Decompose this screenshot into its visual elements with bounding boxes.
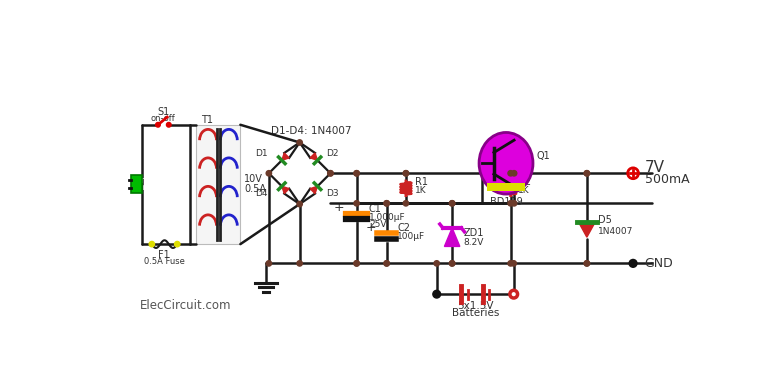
Text: D1-D4: 1N4007: D1-D4: 1N4007 bbox=[271, 126, 352, 136]
Circle shape bbox=[628, 259, 637, 268]
Circle shape bbox=[384, 201, 389, 206]
Text: 8.2V: 8.2V bbox=[464, 238, 484, 247]
Text: 1N4007: 1N4007 bbox=[598, 227, 634, 236]
Circle shape bbox=[266, 171, 272, 176]
Text: 100μF: 100μF bbox=[398, 232, 425, 241]
Circle shape bbox=[328, 171, 333, 176]
Circle shape bbox=[354, 171, 359, 176]
Circle shape bbox=[328, 171, 333, 176]
Polygon shape bbox=[282, 153, 290, 160]
Text: +: + bbox=[333, 201, 344, 214]
Circle shape bbox=[584, 171, 590, 176]
Text: 1K: 1K bbox=[415, 186, 427, 195]
Circle shape bbox=[627, 168, 638, 179]
Circle shape bbox=[297, 261, 303, 266]
Polygon shape bbox=[310, 186, 317, 194]
Text: R2: R2 bbox=[518, 177, 531, 187]
Bar bbox=[487, 183, 525, 191]
Text: R1: R1 bbox=[415, 177, 429, 187]
Circle shape bbox=[508, 201, 513, 206]
Text: C2: C2 bbox=[398, 223, 410, 233]
Text: 1,000μF: 1,000μF bbox=[369, 213, 406, 222]
Circle shape bbox=[433, 290, 441, 298]
Text: GND: GND bbox=[644, 257, 674, 270]
Circle shape bbox=[297, 201, 303, 207]
Text: 1K: 1K bbox=[518, 186, 530, 195]
Circle shape bbox=[167, 123, 171, 127]
Text: BD139: BD139 bbox=[490, 197, 522, 207]
Circle shape bbox=[508, 171, 513, 176]
Text: Batteries: Batteries bbox=[452, 308, 499, 318]
Text: on-off: on-off bbox=[151, 114, 176, 123]
Polygon shape bbox=[310, 153, 317, 160]
Circle shape bbox=[354, 201, 359, 206]
Text: ZD1: ZD1 bbox=[464, 228, 484, 238]
Circle shape bbox=[511, 201, 517, 206]
Text: ElecCircuit.com: ElecCircuit.com bbox=[141, 299, 232, 312]
Circle shape bbox=[584, 171, 590, 176]
Circle shape bbox=[354, 261, 359, 266]
Circle shape bbox=[384, 201, 389, 206]
Circle shape bbox=[403, 201, 409, 206]
Text: 5x1.5V: 5x1.5V bbox=[457, 301, 494, 311]
Text: F1: F1 bbox=[158, 250, 170, 260]
Bar bbox=[131, 175, 142, 193]
Text: 0.5A Fuse: 0.5A Fuse bbox=[144, 257, 184, 266]
Circle shape bbox=[449, 201, 455, 206]
Ellipse shape bbox=[479, 132, 533, 194]
Text: D1: D1 bbox=[256, 149, 268, 158]
Text: T1: T1 bbox=[201, 115, 213, 125]
Circle shape bbox=[384, 261, 389, 266]
Text: 25V: 25V bbox=[369, 220, 386, 229]
Polygon shape bbox=[445, 228, 460, 246]
Text: 7V: 7V bbox=[644, 160, 664, 175]
Circle shape bbox=[266, 261, 272, 266]
Circle shape bbox=[510, 290, 518, 298]
Text: S1: S1 bbox=[157, 108, 170, 117]
Polygon shape bbox=[578, 222, 595, 237]
Circle shape bbox=[508, 261, 513, 266]
Polygon shape bbox=[282, 186, 290, 194]
Text: D5: D5 bbox=[598, 215, 612, 225]
Circle shape bbox=[449, 201, 455, 206]
Circle shape bbox=[354, 171, 359, 176]
Text: D2: D2 bbox=[326, 149, 339, 158]
Text: C1: C1 bbox=[369, 204, 382, 214]
Text: ACmain: ACmain bbox=[123, 185, 150, 191]
Text: 0.5A: 0.5A bbox=[244, 184, 266, 194]
Circle shape bbox=[584, 261, 590, 266]
Circle shape bbox=[403, 171, 409, 176]
Text: +: + bbox=[366, 221, 376, 234]
Text: 500mA: 500mA bbox=[644, 173, 689, 186]
Circle shape bbox=[403, 171, 409, 176]
Circle shape bbox=[149, 242, 154, 247]
Circle shape bbox=[511, 171, 517, 176]
Circle shape bbox=[511, 261, 516, 266]
Circle shape bbox=[449, 261, 455, 266]
Circle shape bbox=[174, 242, 180, 247]
Circle shape bbox=[354, 261, 359, 266]
Circle shape bbox=[384, 261, 389, 266]
Bar bbox=[197, 125, 240, 244]
Circle shape bbox=[156, 123, 161, 127]
Text: 10V: 10V bbox=[244, 175, 263, 184]
Circle shape bbox=[584, 261, 590, 266]
Circle shape bbox=[449, 261, 455, 266]
Text: Q1: Q1 bbox=[536, 150, 550, 161]
Text: D4: D4 bbox=[256, 189, 268, 198]
Circle shape bbox=[297, 140, 303, 145]
Circle shape bbox=[434, 261, 439, 266]
Text: D3: D3 bbox=[326, 189, 339, 198]
Text: AC in: AC in bbox=[127, 176, 147, 186]
